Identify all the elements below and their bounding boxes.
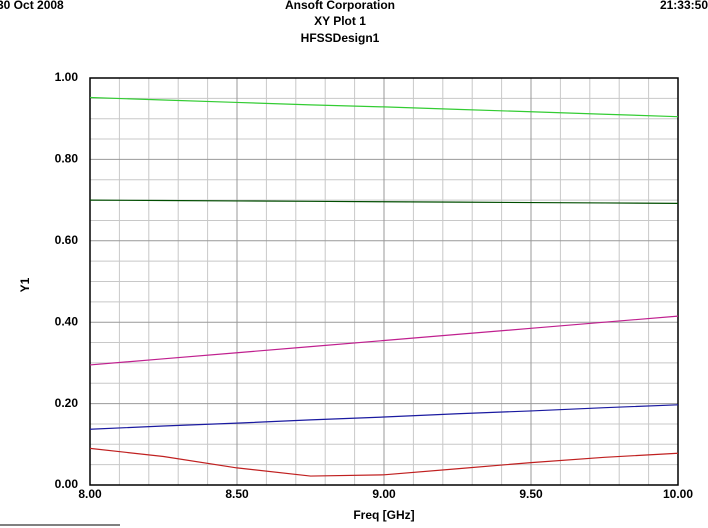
y-axis-label: Y1 [18,277,32,292]
series-line [89,96,679,118]
x-tick-label: 10.00 [663,487,693,501]
x-axis-label: Freq [GHz] [353,508,414,522]
y-tick-label: 0.20 [55,396,79,410]
y-tick-label: 0.40 [55,314,79,328]
y-tick-label: 1.00 [55,70,79,84]
x-tick-label: 8.00 [78,487,102,501]
y-tick-label: 0.00 [55,477,79,491]
x-tick-label: 9.50 [519,487,543,501]
header-date: 30 Oct 2008 [0,0,64,12]
y-tick-label: 0.60 [55,233,79,247]
y-tick-label: 0.80 [55,152,79,166]
x-tick-label: 9.00 [372,487,396,501]
x-tick-label: 8.50 [225,487,249,501]
header-company: Ansoft Corporation [285,0,395,12]
chart-subtitle: HFSSDesign1 [301,31,380,45]
chart-title: XY Plot 1 [314,14,366,28]
series-line [89,404,679,430]
series-line [89,315,679,366]
plot-frame [89,77,679,486]
series-line [89,447,679,477]
header-time: 21:33:50 [660,0,708,12]
series-line [89,199,679,204]
